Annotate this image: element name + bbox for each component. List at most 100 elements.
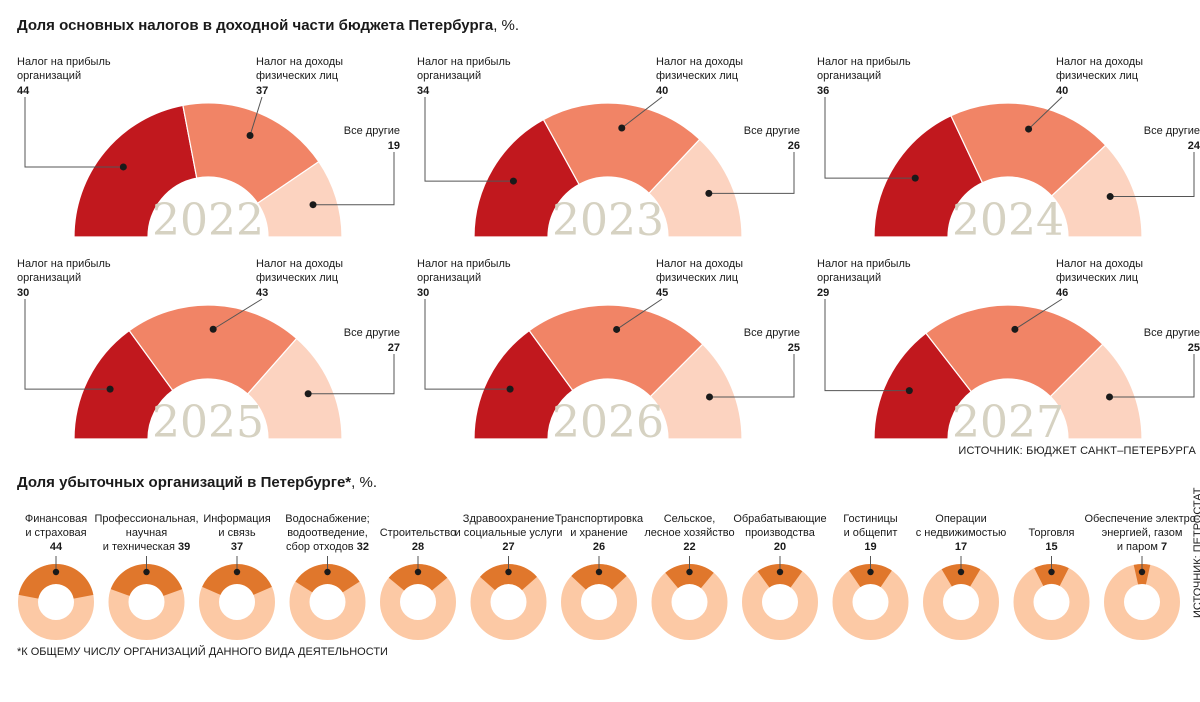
label-others: Все другие — [744, 327, 800, 339]
leader-line-profit-2026 — [424, 299, 511, 390]
loss-value-11: 17 — [955, 541, 967, 553]
value-income-tax-2023: 40 — [656, 85, 668, 97]
label-profit-tax-2: организаций — [17, 272, 81, 284]
tax-segment-2023-1 — [473, 118, 580, 238]
loss-donut-share-5 — [388, 564, 448, 591]
loss-value-6: 27 — [502, 541, 514, 553]
leader-line-others-2024 — [1110, 152, 1195, 198]
loss-donut-4: Водоснабжение; водоотведение, сбор отходов… — [285, 513, 370, 640]
loss-dot-13 — [1138, 568, 1146, 576]
loss-label-line: Обрабатывающие — [733, 513, 826, 525]
loss-label-line: Информация — [203, 513, 270, 525]
label-income-tax-1: Налог на доходы — [1056, 56, 1143, 68]
value-income-tax-2027: 46 — [1056, 287, 1068, 299]
tax-segment-2022-1 — [73, 104, 198, 238]
label-others: Все другие — [344, 327, 400, 339]
year-label-2026: 2026 — [552, 397, 664, 448]
loss-donut-8: Сельское, лесное хозяйство 22 — [644, 513, 735, 640]
label-profit-tax-2: организаций — [817, 70, 881, 82]
label-others: Все другие — [1144, 125, 1200, 137]
label-others: Все другие — [1144, 327, 1200, 339]
loss-donut-share-1 — [18, 564, 94, 599]
tax-segment-2023-2 — [542, 102, 701, 195]
label-profit-tax-1: Налог на прибыль — [417, 56, 511, 68]
leader-dot-profit-2027 — [905, 387, 913, 395]
tax-segment-2027-2 — [925, 304, 1104, 398]
loss-label-line: и техническая 39 — [103, 541, 191, 553]
loss-value-4: 32 — [357, 541, 369, 553]
loss-donut-share-4 — [295, 564, 360, 593]
leader-dot-others-2027 — [1106, 393, 1114, 401]
value-others-2022: 19 — [388, 140, 400, 152]
value-others-2026: 25 — [788, 342, 800, 354]
loss-value-2: 39 — [178, 541, 190, 553]
loss-donut-share-2 — [110, 563, 183, 596]
label-income-tax-2: физических лиц — [656, 272, 739, 284]
tax-segment-2025-3 — [246, 337, 343, 440]
loss-dot-8 — [686, 568, 693, 576]
label-profit-tax-1: Налог на прибыль — [817, 56, 911, 68]
loss-label-line: и страховая — [25, 527, 86, 539]
value-income-tax-2024: 40 — [1056, 85, 1068, 97]
label-others: Все другие — [744, 125, 800, 137]
leader-dot-profit-2026 — [506, 385, 514, 393]
value-others-2023: 26 — [788, 140, 800, 152]
value-profit-tax-2025: 30 — [17, 287, 29, 299]
value-profit-tax-2026: 30 — [417, 287, 429, 299]
loss-donut-1: Финансовая и страховая 44 — [18, 513, 94, 640]
value-others-2027: 25 — [1188, 342, 1200, 354]
loss-value-7: 26 — [593, 541, 605, 553]
leader-line-income-2026 — [616, 298, 663, 330]
tax-segment-2022-2 — [182, 102, 320, 205]
loss-donut-6: Здравоохранение и социальные услуги 27 — [455, 513, 563, 640]
chart-title-taxes: Доля основных налогов в доходной части б… — [17, 17, 519, 34]
year-label-2025: 2025 — [152, 397, 264, 448]
tax-segment-2026-3 — [649, 343, 743, 440]
label-income-tax-1: Налог на доходы — [256, 56, 343, 68]
loss-value-3: 37 — [231, 541, 243, 553]
chart-title-taxes-text: Доля основных налогов в доходной части б… — [17, 17, 494, 34]
loss-label-line: и социальные услуги — [455, 527, 563, 539]
leader-dot-profit-2024 — [911, 174, 919, 182]
loss-donut-9: Обрабатывающие производства 20 — [733, 513, 827, 640]
leader-dot-others-2023 — [705, 189, 713, 197]
loss-label-line: Водоснабжение; — [285, 513, 370, 525]
year-label-2023: 2023 — [552, 195, 664, 246]
loss-donut-12: Торговля 15 — [1013, 527, 1090, 640]
loss-label-text: и техническая — [103, 541, 178, 553]
tax-chart-2026: 2026 Налог на прибыль организаций 30 Налог н… — [417, 258, 800, 448]
label-others: Все другие — [344, 125, 400, 137]
loss-value-9: 20 — [774, 541, 786, 553]
loss-dot-2 — [143, 568, 150, 576]
leader-line-profit-2023 — [424, 97, 514, 182]
value-others-2025: 27 — [388, 342, 400, 354]
loss-label-line: Торговля — [1029, 527, 1075, 539]
tax-chart-2025: 2025 Налог на прибыль организаций 30 Налог н… — [17, 258, 400, 448]
chart-title-loss-unit: , %. — [351, 474, 377, 491]
leader-line-income-2024 — [1028, 96, 1063, 130]
label-income-tax-2: физических лиц — [656, 70, 739, 82]
label-profit-tax-1: Налог на прибыль — [417, 258, 511, 270]
loss-label-line: энергией, газом — [1102, 527, 1183, 539]
loss-dot-9 — [776, 568, 784, 576]
loss-donut-7: Транспортировка и хранение 26 — [555, 513, 644, 640]
loss-donut-share-9 — [757, 564, 803, 588]
loss-label-line: и связь — [218, 527, 255, 539]
loss-donut-share-7 — [571, 563, 627, 590]
leader-dot-income-2025 — [209, 325, 217, 333]
leader-line-income-2022 — [249, 96, 263, 136]
leader-dot-profit-2025 — [106, 385, 114, 393]
value-income-tax-2022: 37 — [256, 85, 268, 97]
loss-label-line: сбор отходов 32 — [286, 541, 369, 553]
footnote: *К ОБЩЕМУ ЧИСЛУ ОРГАНИЗАЦИЙ ДАННОГО ВИДА… — [17, 646, 388, 658]
tax-segment-2024-2 — [950, 102, 1107, 197]
tax-segment-2024-1 — [873, 114, 984, 238]
label-profit-tax-2: организаций — [417, 272, 481, 284]
leader-dot-others-2022 — [309, 201, 317, 209]
leader-dot-others-2024 — [1106, 193, 1114, 201]
loss-label-line: Финансовая — [25, 513, 87, 525]
leader-dot-profit-2023 — [509, 177, 517, 185]
loss-label-line: водоотведение, — [287, 527, 368, 539]
tax-segment-2024-3 — [1050, 144, 1143, 238]
leader-line-income-2025 — [212, 298, 263, 330]
